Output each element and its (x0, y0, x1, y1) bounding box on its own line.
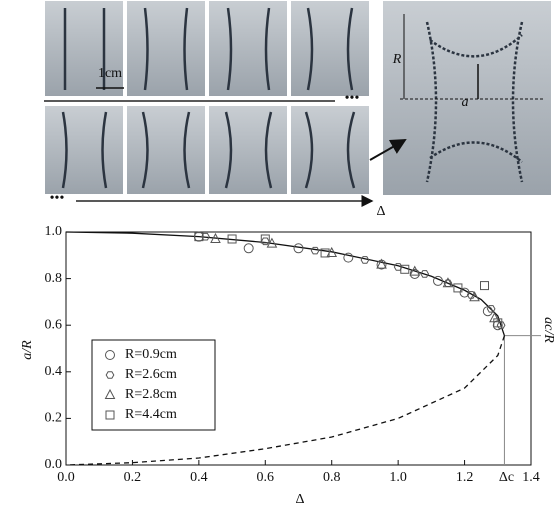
data-point (493, 318, 503, 328)
data-point (210, 232, 221, 243)
photo (43, 0, 125, 98)
data-point (393, 263, 403, 271)
data-point (496, 321, 506, 329)
legend-label: R=0.9cm (125, 347, 177, 362)
photo (43, 104, 125, 196)
tube-outline (63, 7, 354, 91)
photo (125, 0, 207, 98)
data-point (293, 243, 304, 254)
data-point (480, 281, 489, 291)
x-tick-label: 0.0 (57, 470, 75, 485)
legend-marker (105, 410, 115, 420)
plot-frame (65, 231, 532, 466)
ellipsis: ••• (50, 191, 65, 206)
x-axis-label: Δ (295, 492, 304, 507)
photo (207, 104, 289, 196)
data-point (420, 270, 430, 278)
y-tick-label: 0.6 (45, 317, 63, 332)
neck-label: a (462, 95, 469, 110)
x-tick-label: 0.6 (257, 470, 275, 485)
legend-label: R=2.8cm (125, 387, 177, 402)
photo-grid: 1cm ••• ••• Δ R a (43, 0, 553, 219)
data-point (260, 237, 270, 246)
x-tick-label: 0.2 (124, 470, 142, 485)
data-point (320, 248, 330, 258)
ellipsis: ••• (345, 91, 360, 106)
y-tick-label: 0.2 (45, 411, 63, 426)
y-tick-label: 0.8 (45, 271, 63, 286)
data-point (409, 268, 420, 279)
y2-axis-label: ac/R (541, 317, 556, 343)
data-point (466, 291, 476, 299)
data-point (409, 265, 421, 276)
legend-marker (105, 350, 115, 360)
photo-zoom (381, 0, 553, 197)
theory-curve (65, 335, 506, 466)
chart: Δ a/R ac/R 0.0 0.2 0.4 0.6 0.8 1.0 1.2 1.4 0.0 0.… (20, 224, 556, 507)
data-point (469, 291, 480, 302)
theory-curve (65, 231, 506, 336)
scale-label: 1cm (98, 66, 122, 81)
legend-label: R=4.4cm (125, 407, 177, 422)
legend (91, 339, 216, 431)
data-point (194, 232, 204, 242)
data-point (201, 232, 210, 241)
photo (289, 0, 371, 98)
legend-label: R=2.6cm (125, 367, 177, 382)
legend-marker (104, 388, 116, 399)
y-tick-label: 1.0 (45, 224, 63, 239)
x-tick-label: 1.4 (522, 470, 540, 485)
delta-label: Δ (376, 204, 385, 219)
data-point (442, 277, 454, 288)
photo (289, 104, 371, 196)
data-point (310, 246, 320, 255)
data-point (227, 234, 237, 244)
data-point (343, 252, 354, 263)
data-point (360, 256, 370, 264)
y-tick-label: 0.4 (45, 364, 63, 379)
x-tick-label: 1.0 (389, 470, 407, 485)
legend-marker (105, 371, 115, 379)
y-tick-label: 0.0 (45, 457, 63, 472)
data-point (482, 306, 493, 317)
data-point (433, 275, 443, 286)
y-axis-label: a/R (20, 340, 35, 360)
data-point (400, 264, 410, 274)
tube-outline (61, 111, 356, 189)
x-tick-label: 1.2 (456, 470, 474, 485)
data-point (489, 312, 500, 323)
data-point (453, 283, 463, 293)
data-point (486, 305, 496, 313)
x-tick-label: 0.4 (190, 470, 208, 485)
zoom-arrow (369, 139, 407, 161)
data-point (243, 243, 254, 254)
photo (125, 104, 207, 196)
photo (207, 0, 289, 98)
data-point (376, 258, 387, 269)
data-point (260, 234, 270, 244)
x-tick-label: 0.8 (323, 470, 341, 485)
critical-label: Δc (499, 470, 514, 485)
radius-label: R (392, 52, 402, 67)
